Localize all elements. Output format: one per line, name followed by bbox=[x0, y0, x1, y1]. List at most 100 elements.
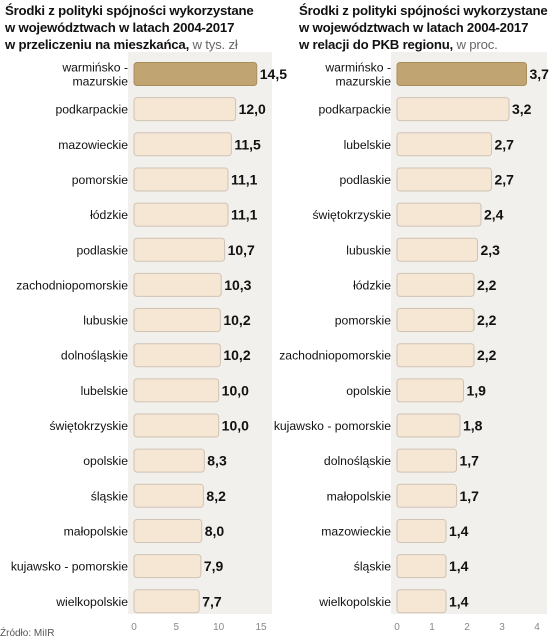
bar bbox=[396, 343, 475, 368]
category-label: pomorskie bbox=[335, 314, 391, 328]
category-label: małopolskie bbox=[327, 489, 392, 503]
bar bbox=[396, 167, 492, 192]
category-label: dolnośląskie bbox=[324, 454, 391, 468]
x-tick-label: 2 bbox=[464, 622, 470, 633]
value-label: 11,5 bbox=[234, 136, 261, 152]
category-label: lubuskie bbox=[346, 243, 391, 257]
bar bbox=[133, 448, 205, 473]
value-label: 1,4 bbox=[449, 523, 469, 539]
value-label: 8,2 bbox=[206, 488, 226, 504]
value-label: 7,7 bbox=[202, 593, 222, 609]
value-label: 1,7 bbox=[460, 488, 480, 504]
bar bbox=[133, 202, 229, 227]
x-tick-label: 0 bbox=[131, 622, 137, 633]
category-label: łódzkie bbox=[353, 278, 391, 292]
value-label: 11,1 bbox=[231, 207, 258, 223]
value-label: 2,3 bbox=[481, 242, 501, 258]
x-tick-label: 10 bbox=[213, 622, 225, 633]
value-label: 3,2 bbox=[512, 101, 532, 117]
x-tick-label: 0 bbox=[394, 622, 400, 633]
chart-right-title: Środki z polityki spójności wykorzystane… bbox=[299, 2, 548, 53]
category-label: podkarpackie bbox=[56, 103, 129, 117]
bar bbox=[133, 167, 229, 192]
value-label: 2,7 bbox=[495, 171, 515, 187]
source-note: Źródło: MiIR bbox=[0, 628, 55, 639]
value-label: 10,7 bbox=[228, 242, 255, 258]
category-label: mazowieckie bbox=[58, 138, 128, 152]
category-label: lubelskie bbox=[344, 138, 392, 152]
title-line: w relacji do PKB regionu, bbox=[299, 37, 454, 52]
category-label: zachodniopomorskie bbox=[16, 278, 128, 292]
value-label: 1,4 bbox=[449, 593, 469, 609]
category-label: mazowieckie bbox=[321, 524, 391, 538]
bar bbox=[396, 202, 482, 227]
category-label: dolnośląskie bbox=[61, 349, 128, 363]
category-label: małopolskie bbox=[64, 524, 129, 538]
category-label: kujawsko - pomorskie bbox=[274, 419, 391, 433]
category-label: zachodniopomorskie bbox=[279, 349, 391, 363]
x-tick-label: 15 bbox=[255, 622, 267, 633]
bar bbox=[133, 308, 221, 333]
x-tick-label: 5 bbox=[174, 622, 180, 633]
title-line: w województwach w latach 2004-2017 bbox=[299, 20, 529, 35]
category-label: świętokrzyskie bbox=[49, 419, 128, 433]
bar bbox=[133, 62, 258, 86]
value-label: 1,8 bbox=[463, 418, 483, 434]
category-label: śląskie bbox=[91, 489, 128, 503]
bar bbox=[396, 97, 510, 122]
bar bbox=[396, 308, 475, 333]
bar bbox=[133, 132, 232, 157]
chart-left-plot: warmińsko -mazurskie 14,5 podkarpackie 12,0… bbox=[11, 52, 287, 633]
x-tick-label: 3 bbox=[499, 622, 505, 633]
category-label: podlaskie bbox=[340, 173, 392, 187]
category-label: opolskie bbox=[346, 384, 391, 398]
value-label: 1,4 bbox=[449, 558, 469, 574]
bar bbox=[396, 518, 447, 543]
title-line: Środki z polityki spójności wykorzystane bbox=[5, 3, 254, 18]
value-label: 11,1 bbox=[231, 171, 258, 187]
bar bbox=[133, 413, 220, 438]
value-label: 3,7 bbox=[530, 66, 550, 82]
category-label: podlaskie bbox=[77, 243, 129, 257]
bar bbox=[133, 97, 237, 122]
category-label: lubelskie bbox=[81, 384, 129, 398]
value-label: 1,9 bbox=[467, 382, 487, 398]
value-label: 10,0 bbox=[222, 418, 249, 434]
chart-right: Środki z polityki spójności wykorzystane… bbox=[274, 0, 555, 640]
bar bbox=[396, 554, 447, 579]
chart-left: Środki z polityki spójności wykorzystane… bbox=[0, 0, 287, 640]
bar bbox=[133, 343, 221, 368]
category-label: warmińsko -mazurskie bbox=[324, 61, 391, 89]
bar bbox=[133, 272, 222, 297]
unit-label: w tys. zł bbox=[192, 37, 238, 52]
value-label: 10,0 bbox=[222, 382, 249, 398]
category-label: świętokrzyskie bbox=[312, 208, 391, 222]
bar bbox=[396, 413, 461, 438]
category-label: łódzkie bbox=[90, 208, 128, 222]
category-label: kujawsko - pomorskie bbox=[11, 560, 128, 574]
value-label: 2,2 bbox=[477, 347, 497, 363]
value-label: 2,2 bbox=[477, 277, 497, 293]
value-label: 10,2 bbox=[223, 312, 250, 328]
x-tick-label: 4 bbox=[534, 622, 540, 633]
bar bbox=[396, 448, 457, 473]
value-label: 8,0 bbox=[205, 523, 225, 539]
bar bbox=[396, 378, 464, 403]
bar bbox=[396, 483, 457, 508]
category-label: pomorskie bbox=[72, 173, 128, 187]
value-label: 2,2 bbox=[477, 312, 497, 328]
bar bbox=[133, 483, 204, 508]
bar bbox=[396, 589, 447, 614]
value-label: 7,9 bbox=[204, 558, 224, 574]
category-label: wielkopolskie bbox=[318, 595, 391, 609]
category-label: opolskie bbox=[83, 454, 128, 468]
title-line: w województwach w latach 2004-2017 bbox=[5, 20, 235, 35]
value-label: 2,7 bbox=[495, 136, 515, 152]
value-label: 2,4 bbox=[484, 207, 504, 223]
unit-label: w proc. bbox=[456, 37, 498, 52]
chart-right-plot: warmińsko -mazurskie 3,7 podkarpackie 3,2 lu… bbox=[274, 52, 550, 633]
bar bbox=[396, 272, 475, 297]
title-line: w przeliczeniu na mieszkańca, bbox=[5, 37, 190, 52]
category-label: wielkopolskie bbox=[55, 595, 128, 609]
bar bbox=[133, 237, 226, 262]
